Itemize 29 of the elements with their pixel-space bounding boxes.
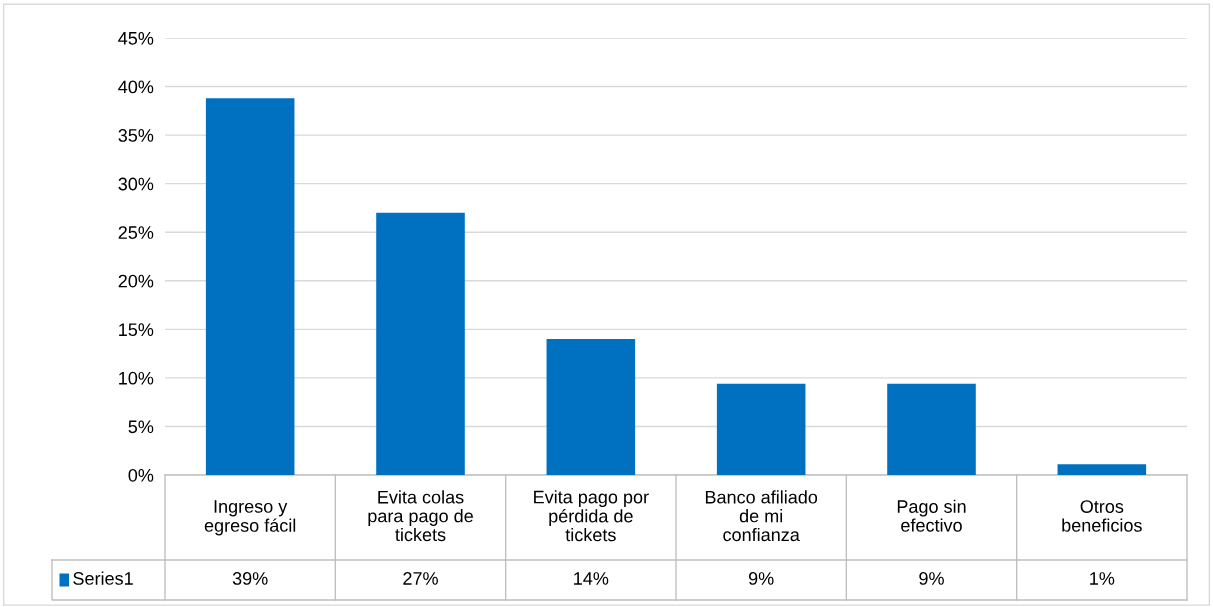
x-tick-label: Ingreso y egreso fácil bbox=[204, 500, 296, 536]
bar bbox=[546, 339, 636, 475]
data-label: 39% bbox=[232, 572, 268, 585]
x-tick-label: Evita pago por pérdida de tickets bbox=[534, 490, 649, 542]
y-tick-label: 45% bbox=[118, 32, 154, 45]
legend-label: Series1 bbox=[73, 571, 133, 585]
x-tick-label: Evita colas para pago de tickets bbox=[368, 490, 473, 542]
bar bbox=[1057, 464, 1147, 475]
y-tick-label: 0% bbox=[128, 468, 154, 482]
x-tick-label: Otros beneficios bbox=[1062, 500, 1142, 532]
bar bbox=[887, 383, 976, 475]
y-tick-label: 30% bbox=[118, 177, 154, 191]
data-label: 9% bbox=[748, 572, 774, 585]
bar bbox=[376, 212, 465, 475]
bar bbox=[205, 98, 295, 475]
data-label: 1% bbox=[1090, 572, 1115, 585]
x-tick-label: Pago sin efectivo bbox=[897, 499, 966, 532]
y-tick-label: 35% bbox=[118, 129, 154, 142]
data-label: 14% bbox=[574, 572, 609, 585]
y-tick-label: 20% bbox=[118, 274, 154, 288]
y-tick-label: 15% bbox=[119, 323, 154, 337]
y-tick-label: 25% bbox=[118, 226, 154, 239]
bar bbox=[716, 383, 806, 475]
y-tick-label: 40% bbox=[118, 80, 154, 94]
y-tick-label: 5% bbox=[128, 420, 154, 434]
x-tick-label: Banco afiliado de mi confianza bbox=[705, 490, 818, 542]
data-label: 27% bbox=[403, 572, 438, 585]
y-tick-label: 10% bbox=[119, 371, 154, 385]
data-label: 9% bbox=[919, 572, 944, 585]
